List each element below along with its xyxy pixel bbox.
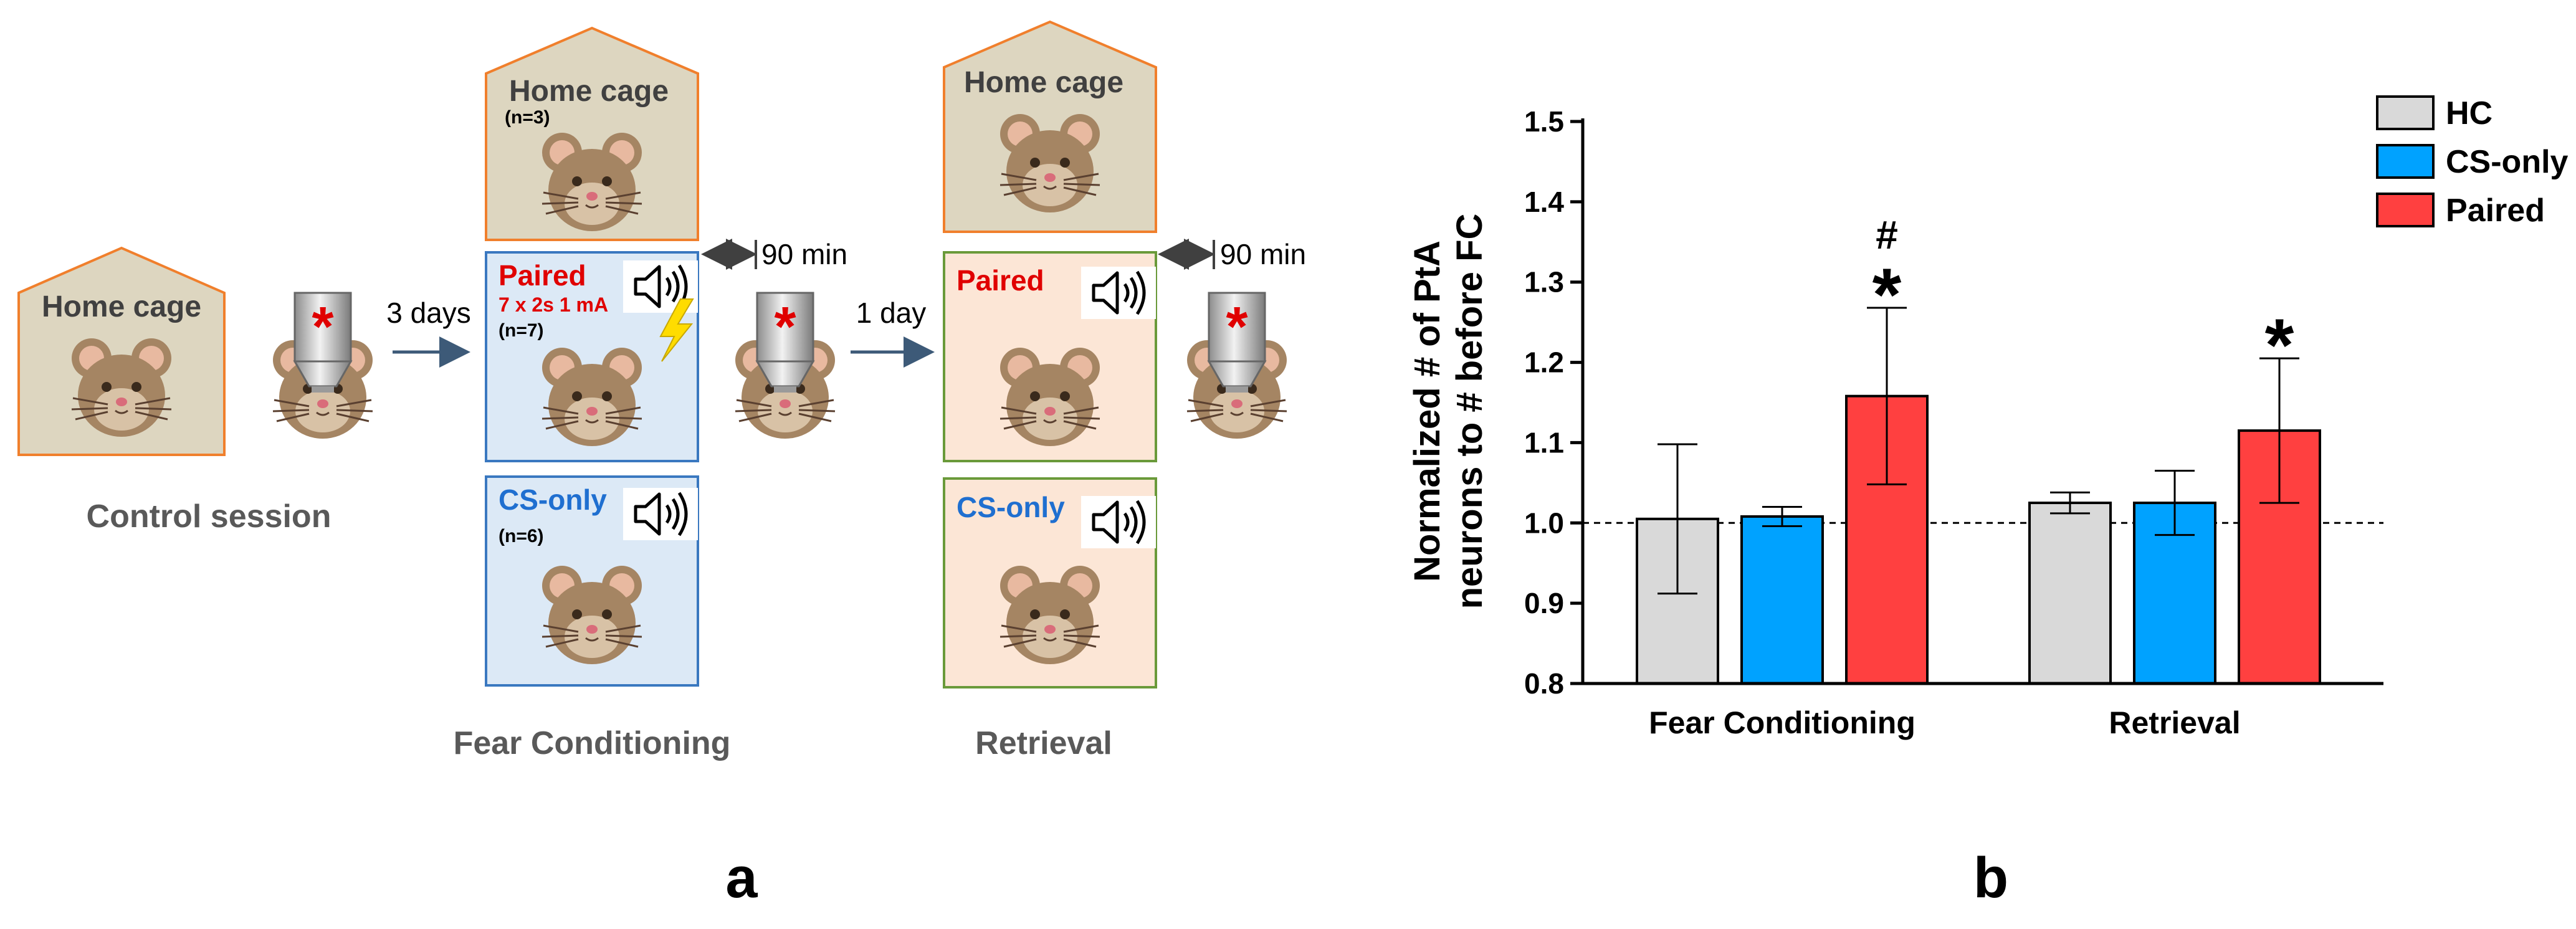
speaker-icon xyxy=(1081,496,1156,548)
bar-hc-1 xyxy=(2028,502,2112,685)
y-axis-title-line2: neurons to # before FC xyxy=(1449,214,1490,609)
y-tick-label: 0.9 xyxy=(1524,587,1564,619)
legend-swatch-paired xyxy=(2376,193,2435,227)
ret-home-cage-title: Home cage xyxy=(964,66,1123,99)
panel-b-label: b xyxy=(1973,846,2008,910)
ret-home-cage: Home cage xyxy=(943,20,1157,233)
y-tick-label: 1.0 xyxy=(1524,507,1564,539)
arrow-1-day-label: 1 day xyxy=(856,297,927,329)
arrow-3-days-label: 3 days xyxy=(386,297,471,329)
panel-a-label: a xyxy=(725,846,758,910)
interval-1-label: 90 min xyxy=(761,238,847,270)
legend-label: HC xyxy=(2446,95,2493,131)
y-tick-label: 1.4 xyxy=(1524,186,1564,218)
fc-csonly-title: CS-only xyxy=(499,484,607,516)
control-home-cage: Home cage xyxy=(17,246,226,456)
bars xyxy=(1636,394,2321,685)
x-axis: Fear Conditioning Retrieval xyxy=(1583,682,2383,740)
y-tick-label: 1.2 xyxy=(1524,346,1564,379)
speaker-icon xyxy=(1081,267,1156,319)
legend-swatch-cs-only xyxy=(2376,144,2435,179)
fc-home-cage-n: (n=3) xyxy=(505,107,550,128)
retrieval-label: Retrieval xyxy=(975,725,1112,761)
fc-home-cage-title: Home cage xyxy=(509,75,669,108)
y-axis-title-line1: Normalized # of PtA xyxy=(1407,241,1448,582)
panel-a-schematic: Home cage Control session 3 days Home ca… xyxy=(17,20,1306,910)
fc-home-cage: Home cage (n=3) xyxy=(485,26,699,241)
ret-csonly-box: CS-only xyxy=(943,477,1156,688)
fc-paired-sub: 7 x 2s 1 mA xyxy=(499,293,608,316)
fc-csonly-n: (n=6) xyxy=(499,526,544,546)
control-session-label: Control session xyxy=(87,498,332,535)
speaker-icon xyxy=(623,488,698,540)
y-tick-label: 1.3 xyxy=(1524,266,1564,298)
ret-paired-title: Paired xyxy=(956,264,1044,297)
y-axis: 0.8 0.9 1.0 1.1 1.2 1.3 1.4 1.5 xyxy=(1524,105,1585,700)
fc-csonly-box: CS-only (n=6) xyxy=(485,475,698,687)
fc-paired-title: Paired xyxy=(499,259,586,292)
fc-paired-box: Paired 7 x 2s 1 mA (n=7) xyxy=(485,251,698,462)
y-tick-label: 1.5 xyxy=(1524,105,1564,138)
legend-label: CS-only xyxy=(2446,144,2569,180)
legend-swatch-hc xyxy=(2376,95,2435,130)
fear-conditioning-label: Fear Conditioning xyxy=(454,725,731,761)
x-category-label: Retrieval xyxy=(2109,705,2240,740)
y-tick-label: 0.8 xyxy=(1524,667,1564,700)
microscope-icon xyxy=(1208,292,1266,394)
microscope-icon xyxy=(293,292,352,394)
significance-asterisk: * xyxy=(2265,303,2294,387)
y-tick-label: 1.1 xyxy=(1524,426,1564,459)
legend-label: Paired xyxy=(2446,193,2545,229)
panel-b-chart: 0.8 0.9 1.0 1.1 1.2 1.3 1.4 1.5 Fear Conditioni… xyxy=(1407,95,2569,910)
x-category-label: Fear Conditioning xyxy=(1649,705,1915,740)
error-bars xyxy=(1658,307,2299,595)
significance-asterisk: * xyxy=(1872,253,1902,336)
ret-paired-box: Paired xyxy=(943,251,1156,462)
significance-marks: #** xyxy=(1872,212,2294,387)
legend: HC CS-only Paired xyxy=(2376,95,2569,229)
fc-paired-n: (n=7) xyxy=(499,320,544,341)
ret-csonly-title: CS-only xyxy=(956,491,1065,523)
interval-2-label: 90 min xyxy=(1220,238,1306,270)
lightning-icon xyxy=(659,298,694,362)
significance-hash: # xyxy=(1876,212,1898,257)
control-home-cage-title: Home cage xyxy=(42,290,201,323)
bar-cs-only-0 xyxy=(1740,515,1824,685)
microscope-icon xyxy=(756,292,814,394)
